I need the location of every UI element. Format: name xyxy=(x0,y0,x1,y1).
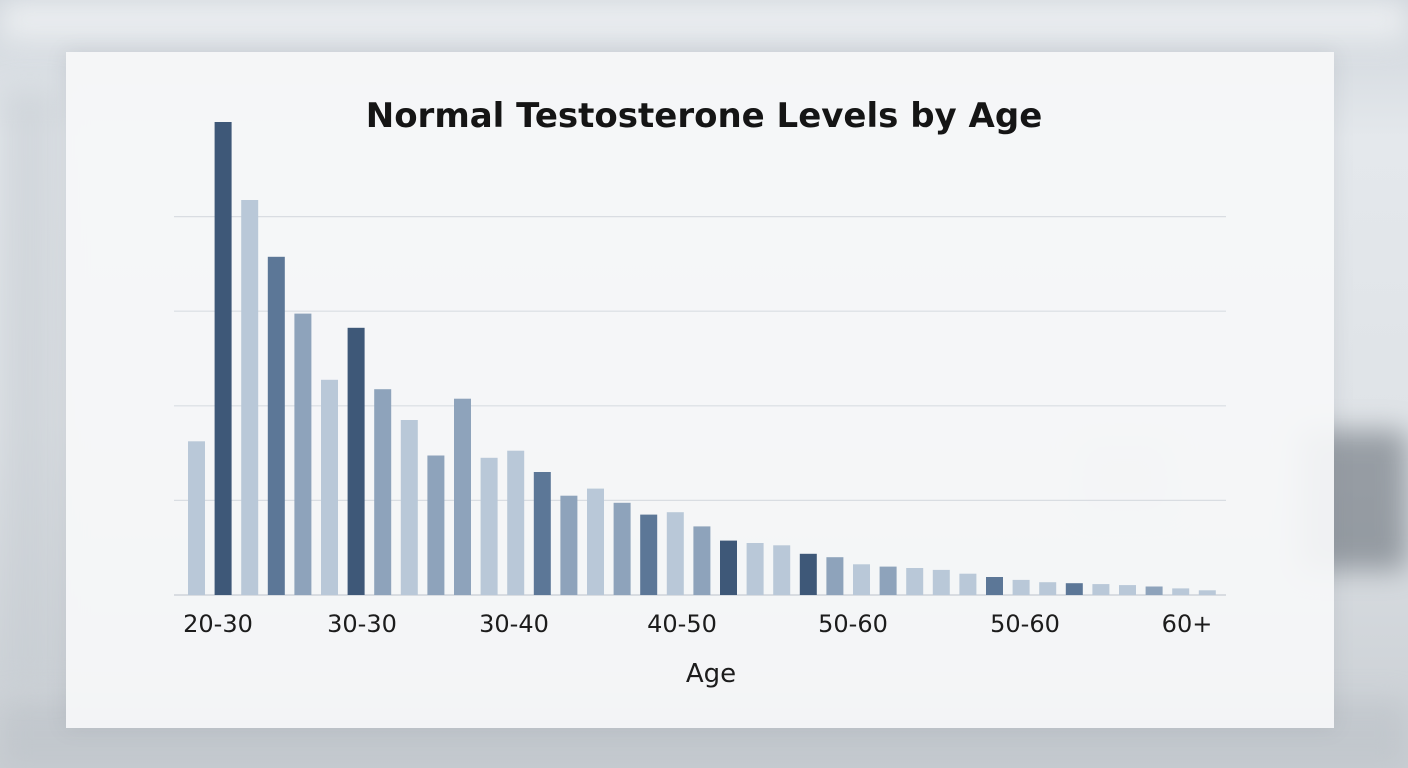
bar-12 xyxy=(480,457,498,595)
bar-17 xyxy=(613,502,631,595)
bar-4 xyxy=(267,256,285,595)
bar-21 xyxy=(720,540,737,595)
bar-24 xyxy=(799,553,817,595)
bar-8 xyxy=(374,389,392,595)
x-axis-title: Age xyxy=(686,659,736,689)
x-tick-label: 50-60 xyxy=(990,610,1060,638)
bar-11 xyxy=(454,398,471,595)
x-tick-label: 20-30 xyxy=(183,610,253,638)
bar-5 xyxy=(294,313,312,595)
background-blur-top xyxy=(0,0,1408,40)
chart-title: Normal Testosterone Levels by Age xyxy=(365,96,1043,136)
bar-16 xyxy=(587,488,604,595)
bar-3 xyxy=(241,200,259,595)
bar-13 xyxy=(507,450,525,595)
bar-32 xyxy=(1012,579,1030,595)
bar-20 xyxy=(693,526,711,595)
x-tick-label: 30-30 xyxy=(327,610,397,638)
x-tick-label: 30-40 xyxy=(479,610,549,638)
bar-33 xyxy=(1039,582,1057,595)
bar-31 xyxy=(986,577,1003,595)
bar-30 xyxy=(959,573,977,595)
bar-37 xyxy=(1145,586,1163,595)
bar-7 xyxy=(347,327,365,595)
bar-27 xyxy=(879,566,897,595)
bar-34 xyxy=(1065,583,1083,595)
bar-2 xyxy=(214,122,232,595)
bar-29 xyxy=(932,569,950,595)
bar-25 xyxy=(826,557,844,595)
bar-19 xyxy=(666,512,684,595)
x-tick-label: 50-60 xyxy=(818,610,888,638)
bar-38 xyxy=(1172,588,1190,595)
bar-9 xyxy=(400,420,418,595)
bar-18 xyxy=(640,514,658,595)
bar-28 xyxy=(906,568,924,595)
bar-6 xyxy=(321,379,338,595)
bar-35 xyxy=(1092,584,1110,595)
bar-23 xyxy=(773,545,791,595)
x-tick-label: 40-50 xyxy=(647,610,717,638)
bar-22 xyxy=(746,543,764,595)
x-tick-label: 60+ xyxy=(1162,610,1213,638)
bar-39 xyxy=(1198,590,1216,595)
bar-15 xyxy=(560,495,578,595)
bar-10 xyxy=(427,455,445,595)
background-blur-left xyxy=(0,90,60,690)
bar-14 xyxy=(533,472,551,595)
bar-36 xyxy=(1119,585,1136,595)
bar-1 xyxy=(188,441,205,595)
bar-26 xyxy=(853,564,870,595)
